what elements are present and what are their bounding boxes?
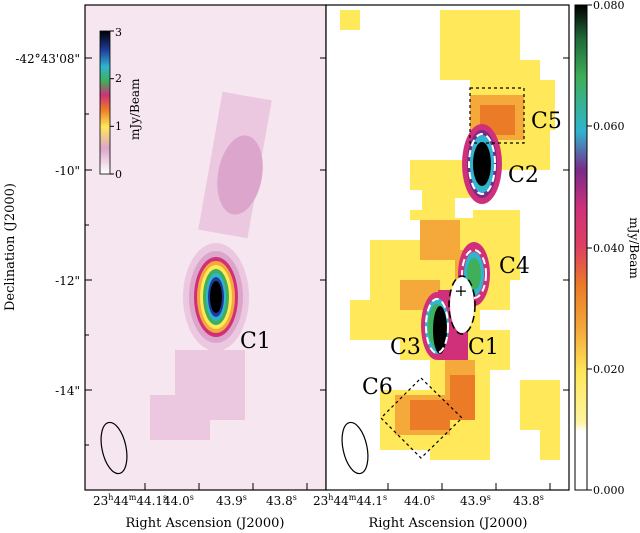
right-label-C4: C4	[499, 254, 530, 279]
right-colorbar-tick-1: 0.020	[593, 363, 625, 376]
left-x-axis-label: Right Ascension (J2000)	[125, 516, 284, 531]
extended-emission	[525, 80, 555, 130]
extended-emission	[480, 330, 510, 370]
right-frame	[325, 4, 570, 491]
right-colorbar-tick-3: 0.060	[593, 120, 625, 133]
extended-emission	[410, 400, 450, 430]
right-x-tick-label-3: 43.8s	[513, 493, 544, 508]
C2-ellipse	[468, 133, 496, 195]
extended-emission	[340, 10, 360, 30]
left-x-tick-label-3: 43.8s	[266, 493, 297, 508]
right-y-ticks	[320, 57, 569, 391]
right-emission-map	[340, 10, 560, 460]
left-beam-ellipse	[100, 421, 128, 475]
right-colorbar: 0.080 0.060 0.040 0.020 0.000 mJy/Beam	[574, 0, 640, 497]
right-label-C2: C2	[508, 163, 539, 188]
left-colorbar: 3 2 1 0 mJy/Beam	[99, 26, 142, 181]
center-marker: +	[454, 281, 467, 300]
right-label-C6: C6	[362, 375, 393, 400]
y-tick-label-1: -10"	[55, 164, 80, 178]
C1-core	[210, 281, 222, 313]
emission-gap	[400, 190, 422, 210]
left-emission-map	[150, 91, 272, 440]
right-colorbar-tick-2: 0.040	[593, 242, 625, 255]
right-x-tick-label-0: 23h44m44.1s	[313, 493, 387, 508]
left-label-C1: C1	[240, 329, 271, 354]
right-x-tick-label-1: 44.0s	[404, 493, 435, 508]
y-axis-label: Declination (J2000)	[3, 183, 18, 311]
C1-region	[450, 277, 474, 333]
right-x-axis-label: Right Ascension (J2000)	[368, 516, 527, 531]
extended-emission	[540, 420, 560, 460]
left-x-ticks	[144, 483, 308, 490]
C2-source	[473, 142, 491, 186]
C4-ellipse	[461, 249, 487, 299]
right-label-C5: C5	[531, 109, 562, 134]
extended-emission	[450, 375, 475, 420]
left-colorbar-tick-1: 1	[115, 120, 122, 133]
C6-dashed-box	[380, 377, 463, 459]
right-x-ticks	[387, 483, 551, 490]
left-x-tick-label-1: 44.0s	[163, 493, 194, 508]
right-x-tick-label-2: 43.9s	[460, 493, 491, 508]
left-x-tick-label-2: 43.9s	[216, 493, 247, 508]
right-label-C3: C3	[390, 335, 421, 360]
y-tick-label-0: -42°43'08"	[15, 52, 80, 66]
C5-dashed-box	[469, 87, 525, 144]
faint-emission	[217, 135, 263, 215]
y-tick-label-3: -14"	[55, 384, 80, 398]
left-x-tick-label-0: 23h44m44.1s	[93, 493, 167, 508]
left-colorbar-tick-0: 0	[115, 168, 122, 181]
C3-ellipse	[425, 298, 449, 354]
right-beam-ellipse	[341, 421, 369, 475]
right-colorbar-tick-0: 0.000	[593, 484, 625, 497]
emission-gap	[455, 198, 473, 218]
left-y-ticks	[85, 57, 92, 446]
left-panel: 3 2 1 0 mJy/Beam C1 -42°43'08" -10" -12"…	[3, 4, 327, 531]
y-tick-label-2: -12"	[55, 274, 80, 288]
left-colorbar-gradient	[99, 30, 111, 175]
extended-emission	[420, 220, 460, 260]
left-colorbar-tick-3: 3	[115, 26, 122, 39]
right-colorbar-label: mJy/Beam	[627, 217, 640, 279]
left-colorbar-label: mJy/Beam	[128, 78, 142, 140]
C3-source	[433, 306, 447, 354]
right-label-C1: C1	[468, 335, 499, 360]
faint-emission	[150, 395, 210, 440]
right-colorbar-gradient	[574, 4, 588, 491]
left-colorbar-tick-2: 2	[115, 72, 122, 85]
right-colorbar-tick-4: 0.080	[593, 0, 625, 12]
right-panel: + C5 C2 C4 C3 C1 C6 23h44m44.1s	[313, 4, 570, 531]
C1-ellipse	[448, 275, 476, 335]
